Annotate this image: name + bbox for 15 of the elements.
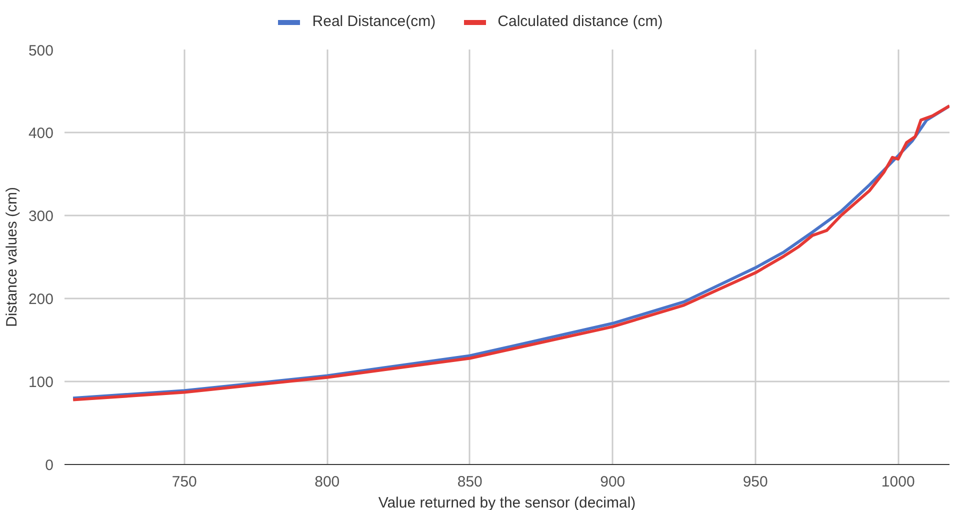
- y-tick-label: 300: [28, 208, 54, 225]
- y-tick-label: 500: [28, 42, 54, 60]
- y-axis-title: Distance values (cm): [3, 186, 20, 328]
- y-tick-label: 0: [45, 457, 54, 474]
- x-tick-label: 1000: [881, 474, 915, 490]
- x-tick-label: 950: [742, 474, 768, 490]
- x-tick-label: 900: [600, 474, 626, 490]
- x-tick-label: 800: [314, 474, 340, 490]
- legend-label: Calculated distance (cm): [498, 13, 663, 30]
- y-tick-label: 100: [28, 374, 54, 391]
- legend-label: Real Distance(cm): [312, 13, 436, 30]
- x-tick-label: 850: [457, 474, 482, 490]
- y-tick-label: 400: [28, 125, 54, 142]
- x-tick-label: 750: [172, 474, 197, 490]
- y-tick-label: 200: [28, 291, 54, 308]
